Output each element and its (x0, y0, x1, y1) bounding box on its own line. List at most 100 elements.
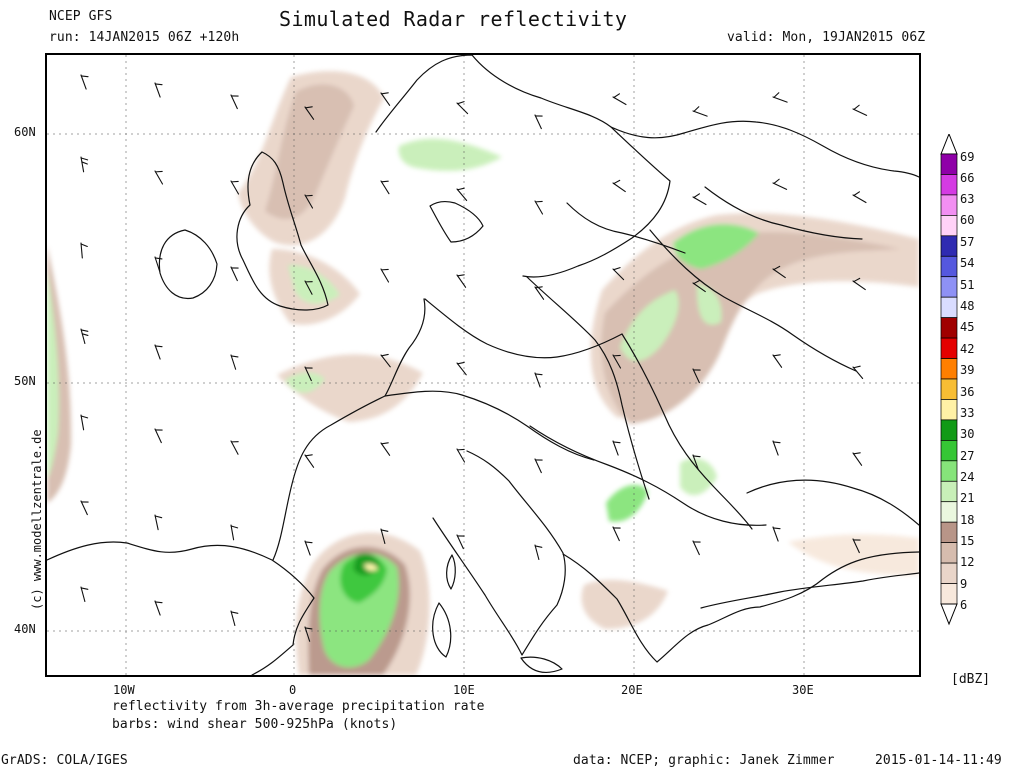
grid-lines (47, 55, 919, 675)
generated-timestamp: 2015-01-14-11:49 (875, 753, 1002, 768)
reflectivity-romania-cell (680, 458, 717, 496)
legend-label-57: 57 (960, 235, 975, 249)
map-canvas (47, 55, 919, 675)
legend-color-6 (940, 583, 958, 605)
source-watermark: (c) www.modellzentrale.de (30, 429, 44, 610)
legend-color-51 (940, 276, 958, 298)
reflectivity-band-west-light (47, 270, 59, 479)
legend-color-33 (940, 399, 958, 421)
legend-label-27: 27 (960, 449, 975, 463)
island-corsica (446, 554, 456, 590)
reflectivity-balkans-cell (606, 484, 648, 522)
reflectivity-eastern-green-b (620, 290, 679, 362)
legend-color-69 (940, 153, 958, 175)
reflectivity-fields (47, 71, 919, 675)
country-border-baltic (566, 202, 686, 254)
legend-color-48 (940, 296, 958, 318)
legend-label-12: 12 (960, 555, 975, 569)
legend-label-48: 48 (960, 299, 975, 313)
legend-label-45: 45 (960, 320, 975, 334)
reflectivity-eastern-brown (601, 232, 901, 424)
coastline-finland-russia (610, 120, 919, 178)
lat-label-40n: 40N (14, 622, 36, 636)
legend-color-60 (940, 215, 958, 237)
legend-lower-arrow (940, 603, 958, 626)
legend-label-66: 66 (960, 171, 975, 185)
legend-label-69: 69 (960, 150, 975, 164)
dbz-unit-label: [dBZ] (951, 672, 991, 687)
island-sardinia (432, 602, 452, 658)
coastline-balkans (562, 551, 919, 663)
coastline-iberia (47, 541, 315, 675)
legend-color-30 (940, 419, 958, 441)
reflectivity-greece-band (581, 579, 668, 629)
country-borders (47, 55, 919, 675)
model-label: NCEP GFS (49, 9, 113, 24)
legend-color-45 (940, 317, 958, 339)
weather-map (45, 53, 921, 677)
legend-color-54 (940, 255, 958, 278)
country-border-east-4 (529, 425, 767, 526)
lat-label-50n: 50N (14, 374, 36, 388)
legend-label-9: 9 (960, 577, 968, 591)
legend-color-24 (940, 460, 958, 482)
valid-time-label: valid: Mon, 19JAN2015 06Z (727, 30, 926, 45)
legend-label-33: 33 (960, 406, 975, 420)
legend-label-63: 63 (960, 192, 975, 206)
dbz-color-scale (940, 134, 958, 626)
reflectivity-turkey-band (788, 534, 919, 575)
country-border-east-3 (704, 186, 863, 240)
legend-color-27 (940, 440, 958, 462)
legend-label-30: 30 (960, 427, 975, 441)
coastline-british-isles (236, 151, 329, 311)
lon-label-20e: 20E (621, 683, 643, 697)
barbs-note: barbs: wind shear 500-925hPa (knots) (112, 717, 398, 732)
legend-label-39: 39 (960, 363, 975, 377)
legend-color-12 (940, 542, 958, 564)
lat-label-60n: 60N (14, 125, 36, 139)
coastline-denmark (429, 200, 484, 243)
legend-upper-arrow (940, 134, 958, 155)
reflectivity-britain-green (288, 264, 340, 304)
legend-color-15 (940, 521, 958, 543)
lon-label-30e: 30E (792, 683, 814, 697)
legend-color-63 (940, 194, 958, 216)
legend-label-36: 36 (960, 385, 975, 399)
legend-color-42 (940, 337, 958, 359)
reflectivity-north-sea-core (265, 84, 354, 219)
legend-color-36 (940, 378, 958, 400)
coastline-france (272, 298, 426, 561)
reflectivity-eastern-green-c (696, 284, 722, 325)
reflectivity-eastern-green-a (673, 224, 759, 269)
reflectivity-mediterranean-yellow (364, 563, 378, 571)
coastline-scandinavia (375, 55, 671, 278)
country-border-east-2 (649, 229, 857, 372)
lon-label-0: 0 (289, 683, 297, 697)
island-sicily (520, 656, 563, 673)
legend-color-66 (940, 174, 958, 196)
legend-color-21 (940, 480, 958, 503)
reflectivity-norway-green (398, 138, 502, 171)
legend-label-6: 6 (960, 598, 968, 612)
legend-color-39 (940, 358, 958, 380)
chart-title: Simulated Radar reflectivity (279, 7, 628, 31)
coastline-black-sea (746, 479, 919, 526)
lon-label-10w: 10W (113, 683, 135, 697)
legend-label-21: 21 (960, 491, 975, 505)
legend-label-18: 18 (960, 513, 975, 527)
coastline-ireland (158, 229, 218, 300)
legend-color-9 (940, 562, 958, 584)
reflectivity-france-band (277, 354, 423, 422)
legend-label-24: 24 (960, 470, 975, 484)
coastline-italy (432, 450, 566, 656)
country-border-east-5 (526, 276, 650, 500)
dbz-color-legend: 69 66 63 60 57 54 51 48 45 42 39 36 33 3… (937, 134, 1009, 630)
legend-color-57 (940, 235, 958, 257)
legend-label-51: 51 (960, 278, 975, 292)
country-border-central-2 (424, 298, 623, 359)
lon-label-10e: 10E (453, 683, 475, 697)
grads-credit: GrADS: COLA/IGES (1, 753, 128, 768)
data-graphic-credit: data: NCEP; graphic: Janek Zimmer (573, 753, 835, 768)
country-border-central-1 (384, 390, 595, 461)
